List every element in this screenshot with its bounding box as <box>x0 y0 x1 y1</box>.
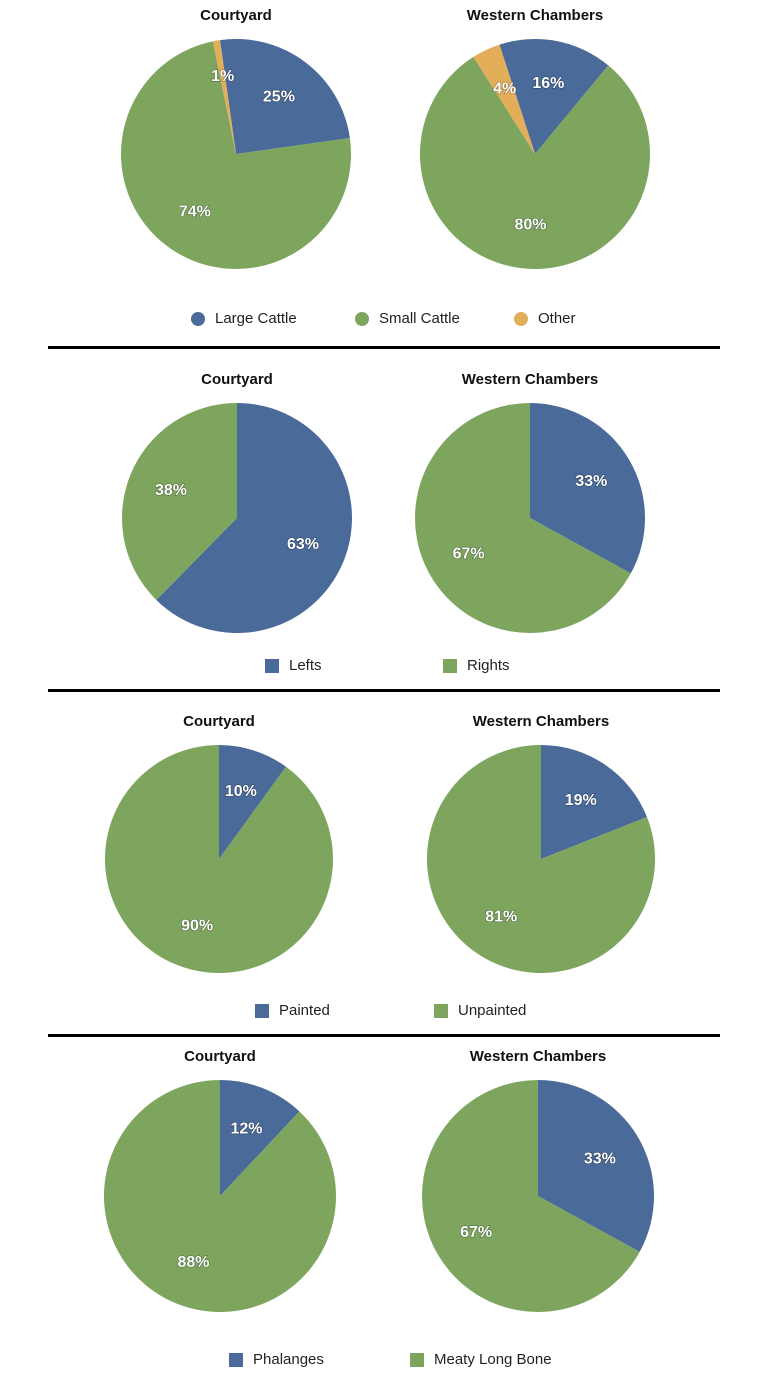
legend-item: Large Cattle <box>191 310 297 327</box>
data-label: 16% <box>532 75 564 92</box>
pie-slice <box>104 745 333 973</box>
legend-label: Other <box>538 310 576 327</box>
data-label: 19% <box>565 792 597 809</box>
legend-label: Phalanges <box>253 1351 324 1368</box>
data-label: 4% <box>493 81 516 98</box>
chart-title: Western Chambers <box>466 7 604 24</box>
chart-title: Courtyard <box>201 371 273 388</box>
panel-sides: Courtyard Western Chambers 63% 38% 33% 67%… <box>0 349 768 689</box>
legend-item: Small Cattle <box>355 310 460 327</box>
pie-chart: 33% 67% <box>422 1080 654 1312</box>
legend: Painted Unpainted <box>0 1002 768 1022</box>
pie-slice <box>104 1080 337 1312</box>
chart-title: Courtyard <box>183 713 255 730</box>
legend-item: Unpainted <box>434 1002 526 1019</box>
pie-slice <box>538 1080 654 1252</box>
pie-slice <box>473 44 535 154</box>
pie-chart: 16% 80% 4% <box>420 39 651 269</box>
pie-slice <box>219 39 350 155</box>
panel-bone-type: Courtyard Western Chambers 12% 88% 33% 67%… <box>0 1037 768 1383</box>
chart-title: Courtyard <box>200 7 272 24</box>
pie-slice <box>212 40 236 154</box>
pie-slice <box>219 745 287 859</box>
pie-slice <box>156 403 352 633</box>
pie-slice <box>530 403 645 574</box>
chart-title: Western Chambers <box>472 713 610 730</box>
panel-cattle-size: Courtyard Western Chambers 25% 74% 1% 16% 8… <box>0 0 768 345</box>
divider <box>48 346 720 349</box>
data-label: 33% <box>584 1151 616 1168</box>
pie-slice <box>422 1080 640 1312</box>
pie-chart: 25% 74% 1% <box>120 39 351 269</box>
pie-chart: 33% 67% <box>414 403 645 633</box>
legend-label: Small Cattle <box>379 310 460 327</box>
legend-item: Other <box>514 310 576 327</box>
legend-item: Painted <box>255 1002 330 1019</box>
pie-slice <box>499 39 609 154</box>
legend-label: Rights <box>467 657 510 674</box>
pie-chart: 19% 81% <box>426 745 655 973</box>
data-label: 63% <box>287 536 319 553</box>
pie-chart: 63% 38% <box>121 403 352 633</box>
data-label: 90% <box>181 917 213 934</box>
legend-item: Lefts <box>265 657 322 674</box>
legend: Lefts Rights <box>0 657 768 677</box>
chart-title: Courtyard <box>184 1048 256 1065</box>
divider <box>48 1034 720 1037</box>
legend-swatch <box>355 311 369 326</box>
legend-swatch <box>514 311 528 326</box>
data-label: 81% <box>485 909 517 926</box>
divider <box>48 689 720 692</box>
pie-chart: 10% 90% <box>104 745 333 973</box>
pie-slice <box>121 403 237 600</box>
data-label: 12% <box>230 1120 262 1137</box>
chart-title: Western Chambers <box>461 371 599 388</box>
pie-slice <box>120 41 351 269</box>
data-label: 33% <box>575 473 607 490</box>
legend-swatch <box>265 658 279 673</box>
data-label: 80% <box>515 216 547 233</box>
pie-slice <box>541 745 647 859</box>
data-label: 1% <box>211 68 234 85</box>
data-label: 38% <box>155 482 187 499</box>
legend-label: Large Cattle <box>215 310 297 327</box>
chart-title: Western Chambers <box>469 1048 607 1065</box>
pie-chart: 12% 88% <box>104 1080 337 1312</box>
legend-label: Lefts <box>289 657 322 674</box>
data-label: 25% <box>263 88 295 105</box>
data-label: 10% <box>225 783 257 800</box>
data-label: 74% <box>179 203 211 220</box>
data-label: 67% <box>460 1224 492 1241</box>
legend: Large Cattle Small Cattle Other <box>0 310 768 330</box>
pie-slice <box>420 56 651 269</box>
data-label: 88% <box>178 1254 210 1271</box>
legend-label: Meaty Long Bone <box>434 1351 552 1368</box>
legend: Phalanges Meaty Long Bone <box>0 1351 768 1371</box>
legend-swatch <box>191 311 205 326</box>
legend-label: Unpainted <box>458 1002 527 1019</box>
legend-item: Phalanges <box>229 1351 324 1368</box>
data-label: 67% <box>453 546 485 563</box>
pie-slice <box>220 1080 300 1196</box>
legend-swatch <box>229 1352 243 1367</box>
legend-label: Painted <box>279 1002 330 1019</box>
legend-swatch <box>255 1003 269 1018</box>
legend-swatch <box>434 1003 448 1018</box>
legend-item: Rights <box>443 657 510 674</box>
panel-painted: Courtyard Western Chambers 10% 90% 19% 81%… <box>0 692 768 1034</box>
legend-swatch <box>410 1352 424 1367</box>
pie-slice <box>426 745 655 973</box>
legend-item: Meaty Long Bone <box>410 1351 552 1368</box>
legend-swatch <box>443 658 457 673</box>
pie-slice <box>414 403 631 633</box>
